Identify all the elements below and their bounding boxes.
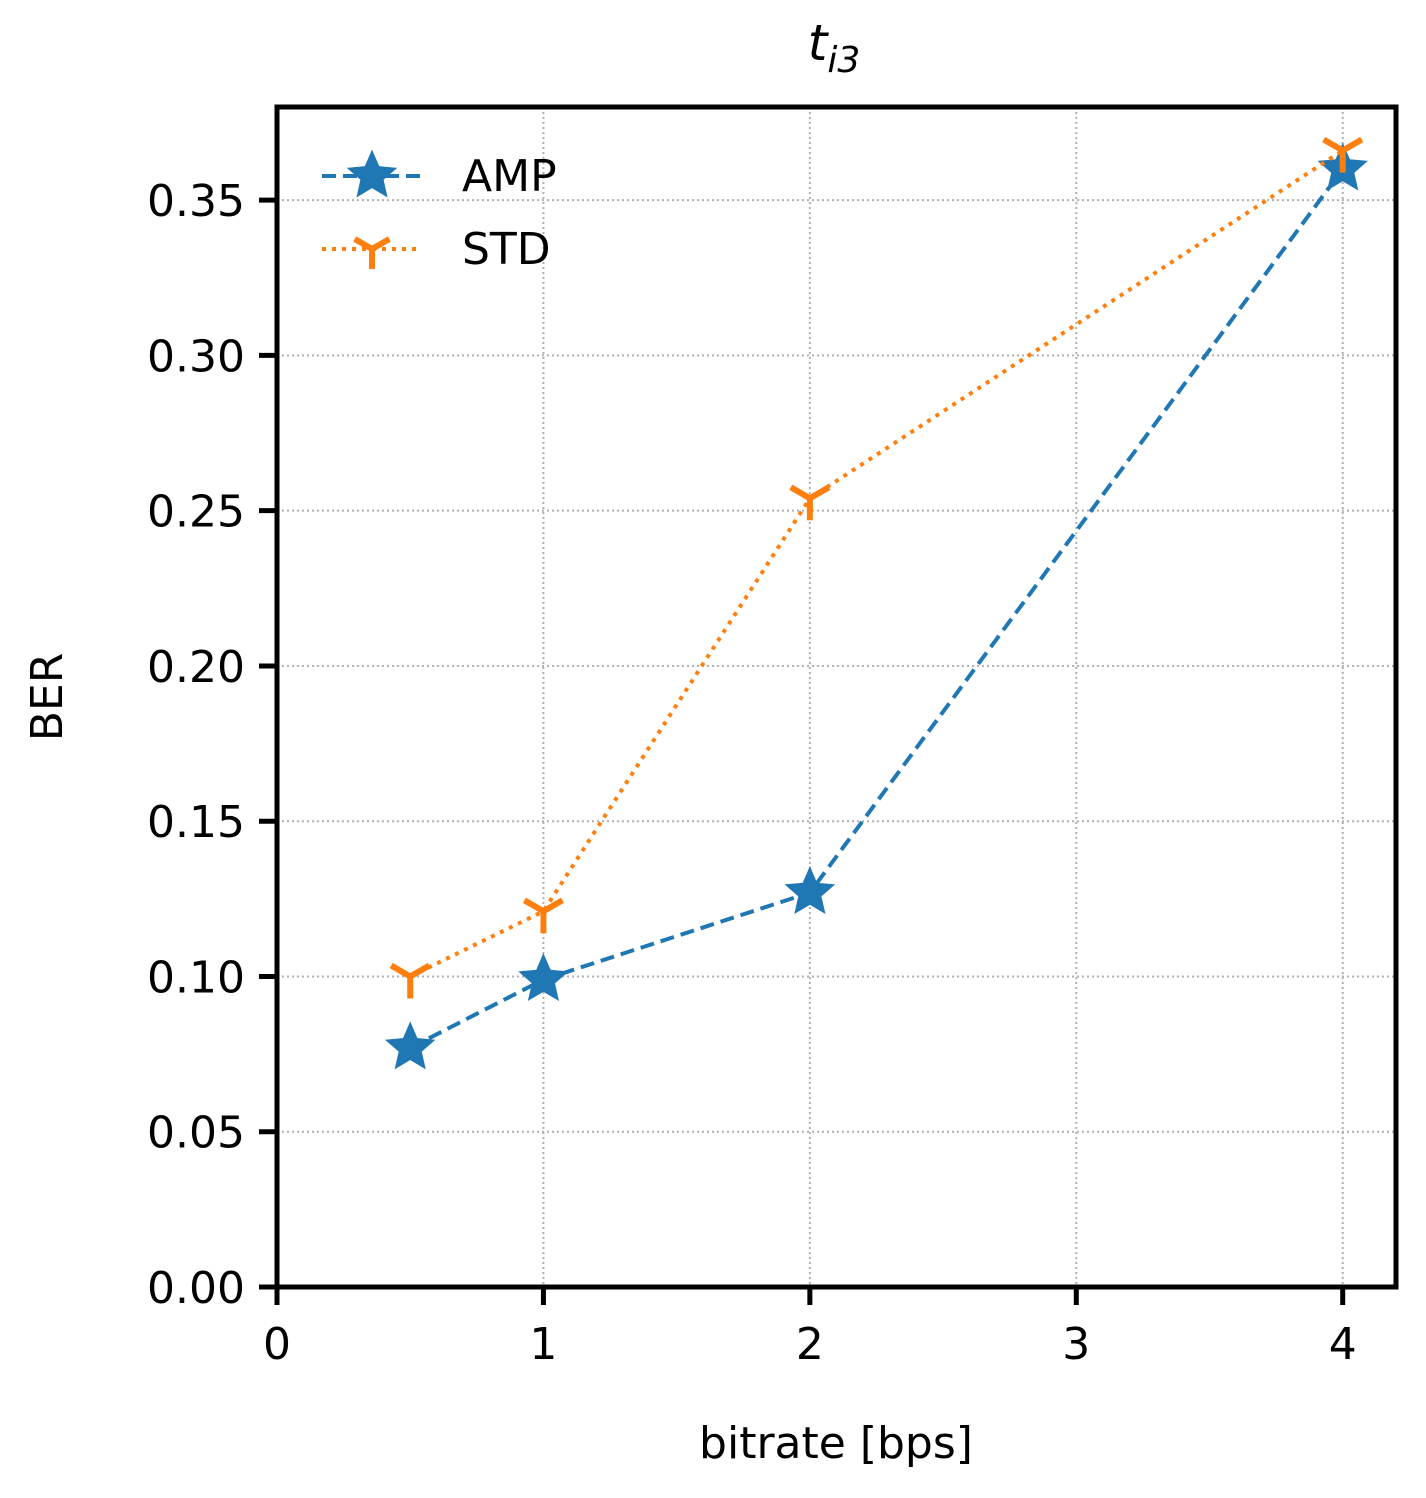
legend-label-std: STD (462, 224, 551, 275)
y-axis-label: BER (22, 653, 73, 742)
legend-label-amp: AMP (462, 151, 557, 202)
data-point-amp (784, 866, 836, 915)
x-axis-label: bitrate [bps] (699, 1418, 973, 1469)
legend-star-icon (346, 149, 398, 198)
data-point-std (1322, 136, 1364, 173)
legend-entry-amp: AMP (322, 149, 557, 202)
legend-entry-std: STD (322, 224, 551, 275)
chart-title-base: t (808, 14, 830, 72)
y-tick-label: 0.30 (147, 331, 245, 382)
series-layer (384, 136, 1368, 1070)
y-tick-label: 0.10 (147, 952, 245, 1003)
chart-title-subscript: i3 (827, 40, 860, 81)
x-tick-label: 0 (263, 1319, 291, 1370)
x-tick-label: 2 (796, 1319, 824, 1370)
legend: AMP STD (322, 149, 557, 275)
x-tick-label: 4 (1329, 1319, 1357, 1370)
data-point-amp (518, 953, 569, 1002)
data-point-std (522, 897, 564, 934)
y-tick-label: 0.05 (147, 1108, 245, 1159)
x-tick-label: 3 (1062, 1319, 1090, 1370)
y-tick-label: 0.25 (147, 487, 245, 538)
plot-frame (274, 104, 1399, 1290)
ticks: 0 1 2 3 4 0.00 0.05 0.10 0.15 0.20 0.25 0.30 0.35 (147, 176, 1357, 1370)
data-point-amp (384, 1021, 436, 1070)
y-tick-label: 0.20 (147, 642, 245, 693)
x-tick-label: 1 (529, 1319, 557, 1370)
chart-title: ti3 (808, 14, 861, 81)
y-tick-label: 0.00 (147, 1263, 245, 1314)
data-point-std (789, 484, 831, 521)
legend-tri-down-icon (353, 236, 391, 269)
data-point-std (389, 962, 431, 999)
grid (276, 107, 1396, 1288)
y-tick-label: 0.35 (147, 176, 245, 227)
y-tick-label: 0.15 (147, 797, 245, 848)
series-line-amp (409, 167, 1345, 1050)
